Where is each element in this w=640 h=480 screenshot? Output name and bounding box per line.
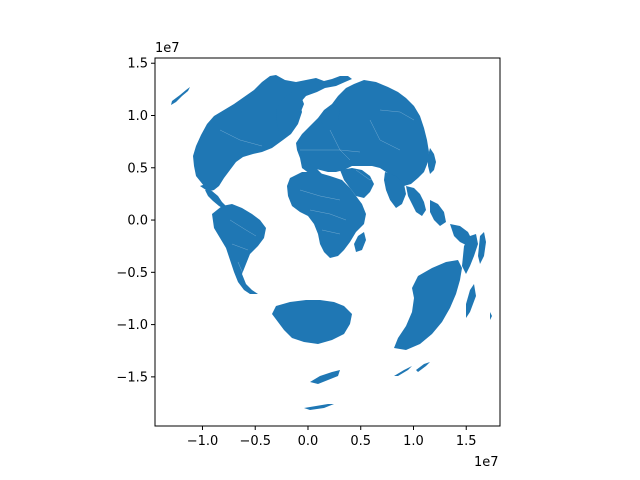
cuba <box>200 184 210 190</box>
y-tick-label: 0.0 <box>127 214 148 229</box>
japan <box>428 148 436 174</box>
greenland <box>276 92 304 135</box>
australia <box>394 260 462 350</box>
southern-islands <box>310 370 340 384</box>
y-offset-label: 1e7 <box>155 41 180 56</box>
y-tick-label: 1.0 <box>127 109 148 124</box>
south-america <box>212 204 266 294</box>
new-zealand-sliver <box>394 366 412 376</box>
y-tick-label: 0.5 <box>127 161 148 176</box>
southeast-asia <box>406 186 426 216</box>
antarctica <box>272 300 352 344</box>
india <box>384 172 406 208</box>
axes-frame <box>154 57 501 427</box>
eurasia <box>296 80 429 186</box>
pacific-islands <box>478 232 486 264</box>
x-tick-label: 1.5 <box>456 434 477 449</box>
southern-sliver <box>304 404 334 410</box>
new-guinea <box>450 224 472 246</box>
madagascar <box>354 232 366 252</box>
central-america <box>205 190 226 209</box>
x-tick-label: 1.0 <box>403 434 424 449</box>
x-tick-label: −1.0 <box>187 434 219 449</box>
pacific-sliver-2 <box>490 312 492 320</box>
y-tick-label: −1.5 <box>116 370 148 385</box>
africa <box>287 172 366 258</box>
y-tick-label: −0.5 <box>116 266 148 281</box>
landmass-group <box>171 75 492 410</box>
x-offset-label: 1e7 <box>474 455 499 470</box>
y-tick-label: −1.0 <box>116 318 148 333</box>
scandinavia <box>320 104 340 128</box>
x-tick-label: 0.5 <box>350 434 371 449</box>
plot-area: −1.0 −0.5 0.0 0.5 1.0 1.5 1.51.00.50.0−0.5−1.… <box>116 41 501 470</box>
arabia <box>340 168 374 198</box>
y-tick-label: 1.5 <box>127 57 148 72</box>
x-axis-ticks: −1.0 −0.5 0.0 0.5 1.0 1.5 <box>187 426 477 449</box>
north-america <box>193 75 352 192</box>
australia-east <box>462 234 478 274</box>
indonesia <box>430 200 446 226</box>
alaska-islands <box>171 87 190 105</box>
x-tick-label: −0.5 <box>239 434 271 449</box>
x-tick-label: 0.0 <box>298 434 319 449</box>
y-axis-ticks: 1.5 1.0 0.5 0.0 −0.5 −1.0 −1.5 <box>116 57 155 385</box>
pacific-sliver <box>416 362 430 372</box>
country-borders <box>219 109 415 277</box>
pacific-islands-2 <box>466 284 476 318</box>
